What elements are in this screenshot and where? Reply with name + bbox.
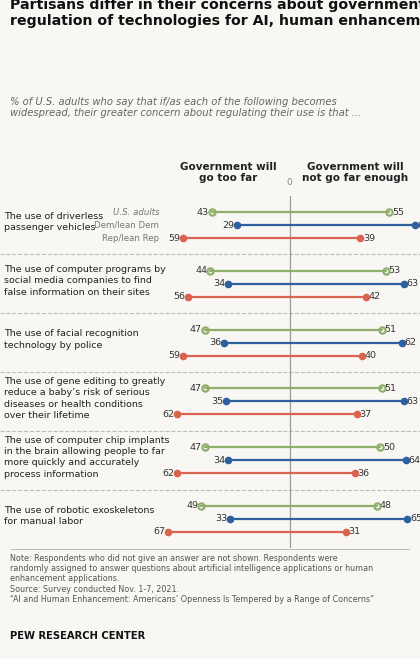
Text: 31: 31 (349, 527, 361, 536)
Text: 34: 34 (213, 279, 226, 289)
Text: 42: 42 (368, 293, 381, 301)
Text: 69: 69 (417, 221, 420, 229)
Text: 59: 59 (168, 233, 180, 243)
Text: 50: 50 (383, 443, 395, 451)
Text: 47: 47 (190, 384, 202, 393)
Text: 64: 64 (408, 455, 420, 465)
Text: 40: 40 (365, 351, 377, 360)
Text: 36: 36 (210, 338, 222, 347)
Text: 62: 62 (404, 338, 417, 347)
Text: The use of robotic exoskeletons
for manual labor: The use of robotic exoskeletons for manu… (4, 505, 154, 526)
Text: 0: 0 (287, 178, 293, 187)
Text: 33: 33 (215, 515, 227, 523)
Text: Partisans differ in their concerns about government
regulation of technologies f: Partisans differ in their concerns about… (10, 0, 420, 28)
Text: 63: 63 (407, 279, 419, 289)
Text: 35: 35 (211, 397, 223, 406)
Text: Rep/lean Rep: Rep/lean Rep (102, 233, 159, 243)
Text: 36: 36 (357, 469, 370, 478)
Text: 62: 62 (163, 410, 175, 419)
Text: 39: 39 (363, 233, 375, 243)
Text: The use of computer chip implants
in the brain allowing people to far
more quick: The use of computer chip implants in the… (4, 436, 169, 479)
Text: 37: 37 (360, 410, 371, 419)
Text: 48: 48 (379, 501, 391, 511)
Text: 29: 29 (223, 221, 234, 229)
Text: 34: 34 (213, 455, 226, 465)
Text: % of U.S. adults who say that if/as each of the following becomes
widespread, th: % of U.S. adults who say that if/as each… (10, 97, 362, 119)
Text: U.S. adults: U.S. adults (113, 208, 159, 217)
Text: Note: Respondents who did not give an answer are not shown. Respondents were
ran: Note: Respondents who did not give an an… (10, 554, 375, 604)
Text: 65: 65 (410, 515, 420, 523)
Text: The use of driverless
passenger vehicles: The use of driverless passenger vehicles (4, 212, 103, 233)
Text: 51: 51 (385, 384, 397, 393)
Text: 67: 67 (154, 527, 165, 536)
Text: Dem/lean Dem: Dem/lean Dem (94, 221, 159, 229)
Text: 44: 44 (195, 266, 207, 275)
Text: 63: 63 (407, 397, 419, 406)
Text: The use of facial recognition
technology by police: The use of facial recognition technology… (4, 330, 138, 350)
Text: 56: 56 (173, 293, 186, 301)
Text: The use of computer programs by
social media companies to find
false information: The use of computer programs by social m… (4, 265, 165, 297)
Text: 49: 49 (186, 501, 198, 511)
Text: 53: 53 (388, 266, 400, 275)
Text: Government will
not go far enough: Government will not go far enough (302, 162, 408, 183)
Text: 62: 62 (163, 469, 175, 478)
Text: The use of gene editing to greatly
reduce a baby’s risk of serious
diseases or h: The use of gene editing to greatly reduc… (4, 377, 165, 420)
Text: 47: 47 (190, 325, 202, 334)
Text: 47: 47 (190, 443, 202, 451)
Text: 51: 51 (385, 325, 397, 334)
Text: PEW RESEARCH CENTER: PEW RESEARCH CENTER (10, 631, 146, 641)
Text: 55: 55 (392, 208, 404, 217)
Text: 43: 43 (197, 208, 209, 217)
Text: 59: 59 (168, 351, 180, 360)
Text: Government will
go too far: Government will go too far (180, 162, 276, 183)
